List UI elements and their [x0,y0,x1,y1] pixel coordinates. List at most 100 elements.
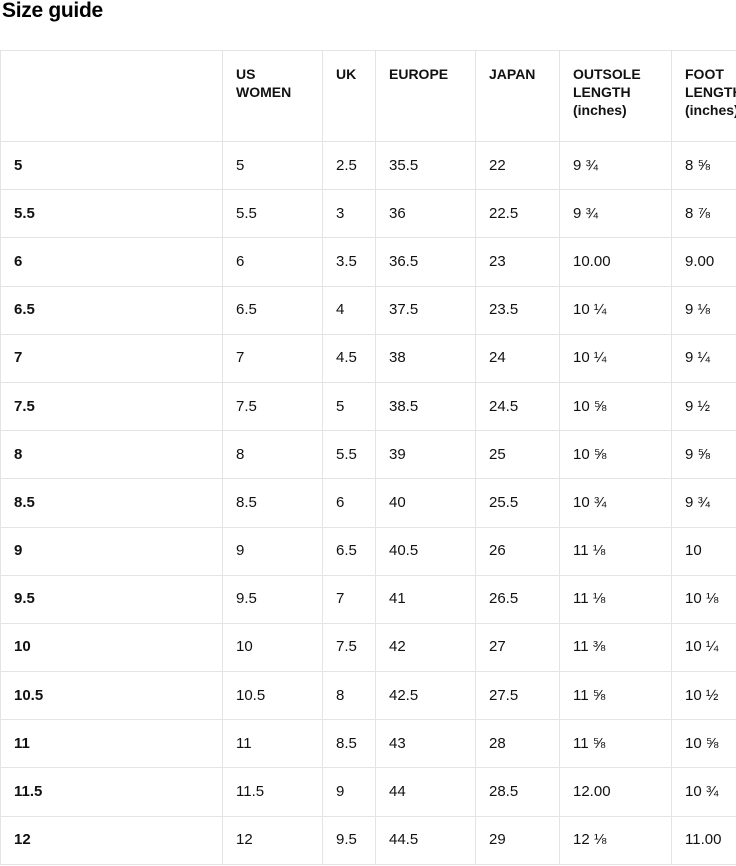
table-cell: 40.5 [375,526,476,576]
table-cell: 9 ⅝ [671,430,736,480]
column-header: EUROPE [375,50,476,142]
table-cell: 22 [475,140,560,191]
table-cell: 7.5 [322,622,376,673]
table-cell: 10.00 [559,237,672,287]
table-cell: 10 ⅛ [671,574,736,624]
table-cell: 10 ⅝ [559,430,672,480]
table-cell: 28.5 [475,767,560,817]
table-cell: 41 [375,574,476,624]
table-cell: 5.5 [222,189,323,239]
table-row: 12 12 9.5 44.5 29 12 ⅛ 11.00 [0,815,736,865]
column-header: UK [322,50,376,142]
table-cell: 36 [375,189,476,239]
table-row: 10.5 10.5 8 42.5 27.5 11 ⅝ 10 ½ [0,671,736,721]
row-label: 10 [0,622,223,673]
table-cell: 10 ¾ [671,767,736,817]
table-cell: 8.5 [222,478,323,528]
table-cell: 11 ⅛ [559,574,672,624]
table-cell: 11 ⅛ [559,526,672,576]
table-cell: 10 ⅝ [559,381,672,432]
table-cell: 27 [475,622,560,673]
row-label: 7.5 [0,381,223,432]
table-cell: 9 ¾ [559,140,672,191]
row-label: 8 [0,430,223,480]
table-cell: 42 [375,622,476,673]
table-cell: 9.00 [671,237,736,287]
table-cell: 11.00 [671,815,736,865]
table-cell: 23.5 [475,285,560,335]
table-cell: 9 [222,526,323,576]
table-cell: 35.5 [375,140,476,191]
row-label: 10.5 [0,671,223,721]
column-header: US WOMEN [222,50,323,142]
row-label: 11 [0,719,223,769]
table-cell: 11 ⅝ [559,719,672,769]
table-cell: 28 [475,719,560,769]
table-cell: 4.5 [322,333,376,383]
table-cell: 5 [322,381,376,432]
table-cell: 6 [322,478,376,528]
table-row: 11 11 8.5 43 28 11 ⅝ 10 ⅝ [0,719,736,769]
table-cell: 10 ¼ [559,333,672,383]
header-row: US WOMEN UK EUROPE JAPAN OUTSOLE LENGTH (inc… [0,50,736,142]
table-cell: 12.00 [559,767,672,817]
table-cell: 44.5 [375,815,476,865]
table-cell: 10 [222,622,323,673]
table-cell: 10 ¼ [671,622,736,673]
table-row: 11.5 11.5 9 44 28.5 12.00 10 ¾ [0,767,736,817]
table-cell: 3.5 [322,237,376,287]
table-cell: 2.5 [322,140,376,191]
page-title: Size guide [2,0,103,22]
table-cell: 9 ¾ [671,478,736,528]
row-label: 9.5 [0,574,223,624]
table-cell: 11 ⅜ [559,622,672,673]
table-cell: 11.5 [222,767,323,817]
table-cell: 25.5 [475,478,560,528]
table-cell: 7.5 [222,381,323,432]
table-cell: 8 [322,671,376,721]
table-row: 10 10 7.5 42 27 11 ⅜ 10 ¼ [0,622,736,673]
table-cell: 11 [222,719,323,769]
table-cell: 9 ½ [671,381,736,432]
table-cell: 8 ⅞ [671,189,736,239]
column-header: JAPAN [475,50,560,142]
table-cell: 26.5 [475,574,560,624]
table-cell: 10 ⅝ [671,719,736,769]
column-header [0,50,223,142]
table-row: 9 9 6.5 40.5 26 11 ⅛ 10 [0,526,736,576]
table-cell: 6.5 [322,526,376,576]
table-cell: 29 [475,815,560,865]
table-cell: 25 [475,430,560,480]
table-cell: 7 [322,574,376,624]
table-cell: 9 [322,767,376,817]
table-cell: 10 ¼ [559,285,672,335]
table-cell: 8.5 [322,719,376,769]
table-cell: 36.5 [375,237,476,287]
table-cell: 7 [222,333,323,383]
row-label: 5.5 [0,189,223,239]
table-cell: 10 ½ [671,671,736,721]
table-cell: 11 ⅝ [559,671,672,721]
table-cell: 4 [322,285,376,335]
table-cell: 37.5 [375,285,476,335]
table-cell: 5.5 [322,430,376,480]
table-cell: 3 [322,189,376,239]
table-cell: 27.5 [475,671,560,721]
size-guide-table: US WOMEN UK EUROPE JAPAN OUTSOLE LENGTH (inc… [0,50,736,865]
table-cell: 44 [375,767,476,817]
table-cell: 26 [475,526,560,576]
table-cell: 8 ⅝ [671,140,736,191]
table-cell: 43 [375,719,476,769]
table-cell: 40 [375,478,476,528]
table-cell: 5 [222,140,323,191]
table-cell: 22.5 [475,189,560,239]
table-cell: 24.5 [475,381,560,432]
row-label: 8.5 [0,478,223,528]
